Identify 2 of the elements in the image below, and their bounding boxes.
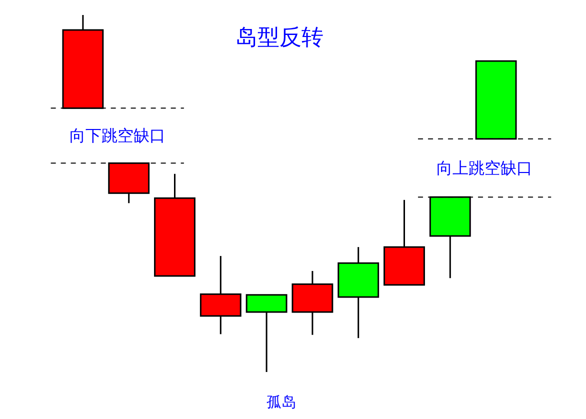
title: 岛型反转 xyxy=(236,26,324,50)
annotation: 孤岛 xyxy=(266,393,296,411)
